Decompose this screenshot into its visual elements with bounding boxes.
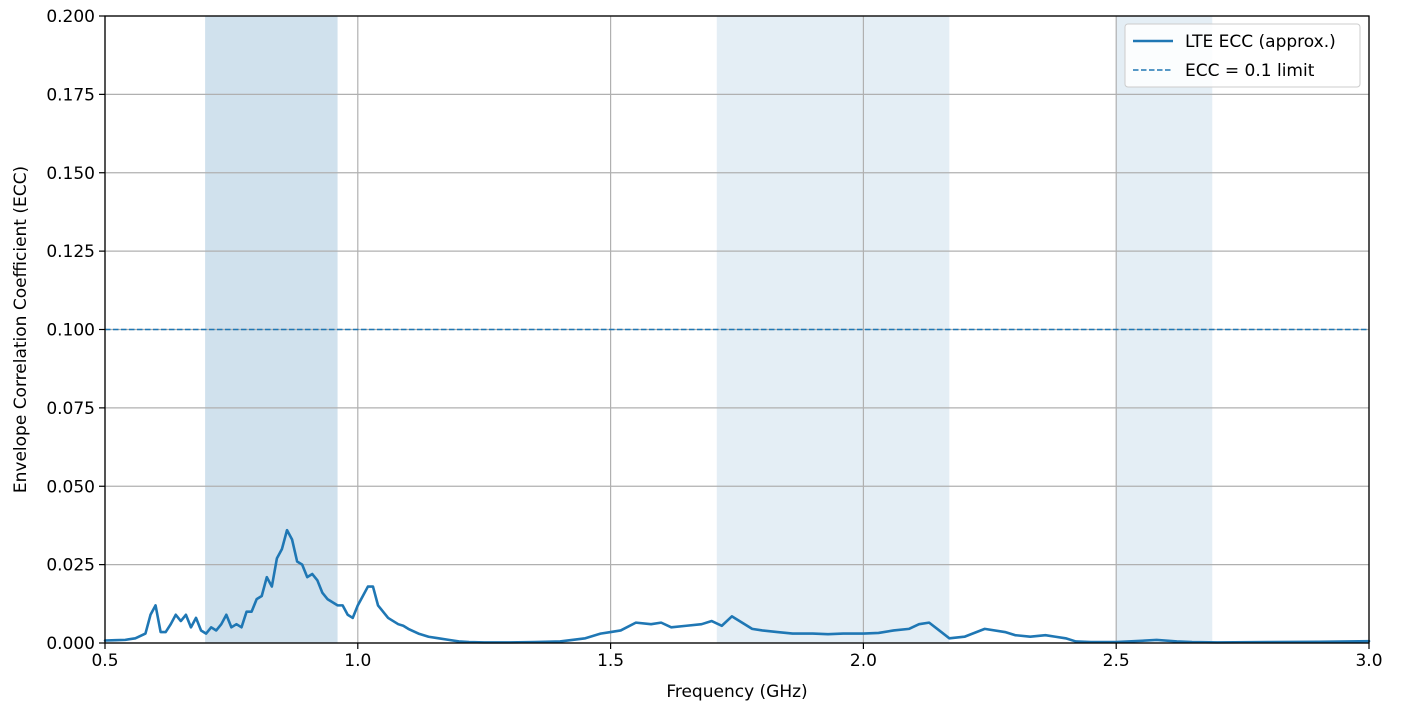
x-tick-label: 2.5	[1103, 651, 1130, 671]
series-line	[103, 528, 1371, 644]
y-tick-label: 0.125	[46, 242, 95, 262]
y-tick-label: 0.175	[46, 85, 95, 105]
y-tick-label: 0.025	[46, 556, 95, 576]
y-tick-label: 0.050	[46, 477, 95, 497]
legend-label-threshold: ECC = 0.1 limit	[1185, 61, 1315, 81]
y-tick-label: 0.075	[46, 399, 95, 419]
legend-label-series: LTE ECC (approx.)	[1185, 32, 1336, 52]
y-axis-label: Envelope Correlation Coefficient (ECC)	[11, 166, 31, 493]
y-tick-label: 0.100	[46, 321, 95, 341]
y-tick-label: 0.150	[46, 164, 95, 184]
x-tick-label: 1.0	[344, 651, 371, 671]
x-axis-label: Frequency (GHz)	[666, 682, 807, 702]
y-tick-label: 0.200	[46, 7, 95, 27]
x-tick-label: 0.5	[91, 651, 118, 671]
x-tick-label: 2.0	[850, 651, 877, 671]
series-group	[103, 528, 1371, 644]
x-tick-label: 1.5	[597, 651, 624, 671]
axis-ticks: 0.5 1.0 1.5 2.0 2.5 3.0 0.000 0.025 0.050 0.075 0.…	[46, 7, 1382, 671]
x-tick-label: 3.0	[1355, 651, 1382, 671]
legend: LTE ECC (approx.) ECC = 0.1 limit	[1124, 23, 1361, 88]
y-tick-label: 0.000	[46, 634, 95, 654]
legend-box	[1124, 23, 1361, 88]
